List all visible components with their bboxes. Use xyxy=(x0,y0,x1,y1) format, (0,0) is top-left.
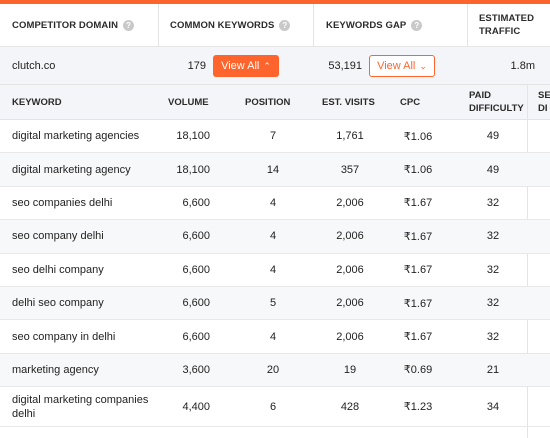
keyword-cell[interactable]: seo delhi company xyxy=(12,263,104,276)
volume-cell: 6,600 xyxy=(182,297,210,310)
view-all-gap-button[interactable]: View All ⌄ xyxy=(369,55,435,77)
cpc-cell: ₹0.69 xyxy=(403,364,433,377)
volume-cell: 18,100 xyxy=(176,130,210,143)
table-row: marketing agency 3,600 20 19 ₹0.69 21 xyxy=(0,353,550,388)
keyword-cell[interactable]: digital marketing agencies xyxy=(12,130,140,143)
cpc-cell: ₹1.67 xyxy=(403,197,433,210)
volume-cell: 6,600 xyxy=(182,230,210,243)
col-estimated-traffic: ESTIMATED TRAFFIC xyxy=(479,13,535,37)
column-divider xyxy=(527,84,528,438)
volume-cell: 3,600 xyxy=(182,363,210,376)
col-keywords-gap: KEYWORDS GAP ? xyxy=(326,4,423,46)
paid-difficulty-cell: 49 xyxy=(486,130,500,143)
paid-difficulty-cell: 32 xyxy=(486,297,500,310)
table-row: seo company in delhi 6,600 4 2,006 ₹1.67… xyxy=(0,320,550,354)
table-row: digital marketing companies delhi 4,400 … xyxy=(0,387,550,428)
position-cell: 4 xyxy=(269,330,277,343)
table-row: delhi seo company 6,600 5 2,006 ₹1.67 32 xyxy=(0,286,550,321)
est-visits-cell: 2,006 xyxy=(336,330,364,343)
volume-cell: 6,600 xyxy=(182,263,210,276)
common-keywords-count: 179 xyxy=(187,60,206,72)
competitor-table-header: COMPETITOR DOMAIN ? COMMON KEYWORDS ? KE… xyxy=(0,4,550,46)
col-keyword[interactable]: KEYWORD xyxy=(12,96,62,108)
keyword-cell[interactable]: digital marketing agency xyxy=(12,163,131,176)
cpc-cell: ₹1.06 xyxy=(403,164,433,177)
table-row: digital marketing agencies 18,100 7 1,76… xyxy=(0,120,550,154)
est-visits-cell: 428 xyxy=(340,400,360,413)
chevron-down-icon: ⌄ xyxy=(419,60,427,71)
help-icon[interactable]: ? xyxy=(123,19,135,31)
estimated-traffic-value: 1.8m xyxy=(510,60,535,72)
paid-difficulty-cell: 32 xyxy=(486,230,500,243)
volume-cell: 6,600 xyxy=(182,196,210,209)
col-cpc[interactable]: CPC xyxy=(400,96,421,108)
position-cell: 5 xyxy=(269,297,277,310)
keyword-table-body: digital marketing agencies 18,100 7 1,76… xyxy=(0,120,550,428)
chevron-up-icon: ⌃ xyxy=(263,60,271,71)
competitor-domain[interactable]: clutch.co xyxy=(12,60,56,72)
keyword-cell[interactable]: seo companies delhi xyxy=(12,196,113,209)
column-divider xyxy=(313,4,314,84)
help-icon[interactable]: ? xyxy=(279,19,291,31)
accent-bar xyxy=(0,0,550,4)
col-paid-difficulty[interactable]: PAID DIFFICULTY xyxy=(469,90,524,114)
position-cell: 4 xyxy=(269,230,277,243)
cpc-cell: ₹1.67 xyxy=(403,331,433,344)
est-visits-cell: 2,006 xyxy=(336,196,364,209)
est-visits-cell: 2,006 xyxy=(336,297,364,310)
paid-difficulty-cell: 21 xyxy=(486,363,500,376)
column-divider xyxy=(467,4,468,84)
keyword-cell[interactable]: seo company delhi xyxy=(12,230,104,243)
table-row: seo company delhi 6,600 4 2,006 ₹1.67 32 xyxy=(0,220,550,254)
col-common-keywords: COMMON KEYWORDS ? xyxy=(170,4,291,46)
paid-difficulty-cell: 34 xyxy=(486,400,500,413)
cpc-cell: ₹1.67 xyxy=(403,264,433,277)
table-row: seo delhi company 6,600 4 2,006 ₹1.67 32 xyxy=(0,254,550,287)
table-row: seo companies delhi 6,600 4 2,006 ₹1.67 … xyxy=(0,187,550,221)
table-row: digital marketing agency 18,100 14 357 ₹… xyxy=(0,153,550,187)
position-cell: 4 xyxy=(269,263,277,276)
col-competitor-domain: COMPETITOR DOMAIN ? xyxy=(12,4,135,46)
position-cell: 20 xyxy=(266,363,280,376)
keyword-cell[interactable]: seo company in delhi xyxy=(12,330,116,343)
paid-difficulty-cell: 49 xyxy=(486,163,500,176)
est-visits-cell: 357 xyxy=(340,163,360,176)
position-cell: 4 xyxy=(269,196,277,209)
est-visits-cell: 19 xyxy=(343,363,357,376)
position-cell: 7 xyxy=(269,130,277,143)
position-cell: 14 xyxy=(266,163,280,176)
cpc-cell: ₹1.67 xyxy=(403,297,433,310)
paid-difficulty-cell: 32 xyxy=(486,330,500,343)
volume-cell: 18,100 xyxy=(176,163,210,176)
cpc-cell: ₹1.67 xyxy=(403,230,433,243)
keyword-cell[interactable]: digital marketing companies delhi xyxy=(12,393,149,420)
column-divider xyxy=(158,4,159,84)
volume-cell: 6,600 xyxy=(182,330,210,343)
position-cell: 6 xyxy=(269,400,277,413)
est-visits-cell: 2,006 xyxy=(336,263,364,276)
volume-cell: 4,400 xyxy=(182,400,210,413)
cpc-cell: ₹1.23 xyxy=(403,401,433,414)
est-visits-cell: 1,761 xyxy=(336,130,364,143)
paid-difficulty-cell: 32 xyxy=(486,196,500,209)
est-visits-cell: 2,006 xyxy=(336,230,364,243)
keyword-table-header: KEYWORD VOLUME POSITION EST. VISITS CPC … xyxy=(0,84,550,120)
keyword-cell[interactable]: delhi seo company xyxy=(12,297,104,310)
keywords-gap-count: 53,191 xyxy=(328,60,362,72)
view-all-common-button[interactable]: View All ⌃ xyxy=(213,55,279,77)
paid-difficulty-cell: 32 xyxy=(486,263,500,276)
col-seo-difficulty-cut[interactable]: SE DI xyxy=(538,90,550,114)
col-volume[interactable]: VOLUME xyxy=(168,96,209,108)
col-position[interactable]: POSITION xyxy=(245,96,291,108)
help-icon[interactable]: ? xyxy=(411,19,423,31)
competitor-row: clutch.co 179 View All ⌃ 53,191 View All… xyxy=(0,46,550,84)
col-est-visits[interactable]: EST. VISITS xyxy=(322,96,375,108)
cpc-cell: ₹1.06 xyxy=(403,130,433,143)
keyword-cell[interactable]: marketing agency xyxy=(12,363,99,376)
